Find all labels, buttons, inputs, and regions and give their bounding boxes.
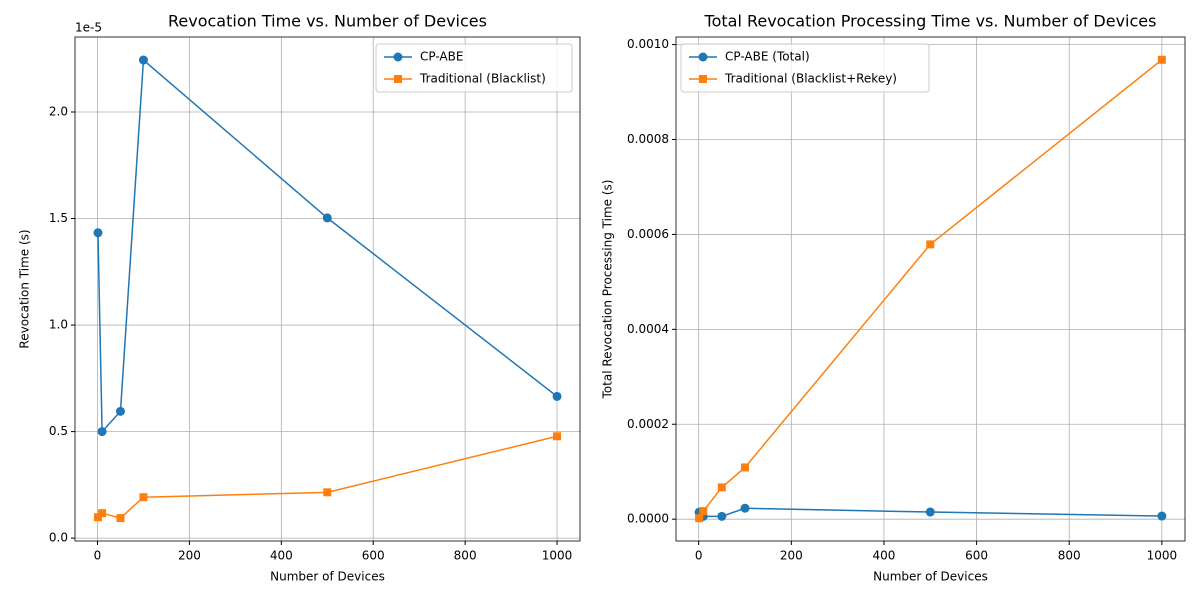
legend-marker [394,75,402,83]
point [115,406,125,416]
x-tick-label: 400 [872,549,895,563]
point [139,493,148,502]
point [322,213,332,223]
legend-marker [699,75,707,83]
x-tick-label: 1000 [1147,549,1178,563]
chart-title: Revocation Time vs. Number of Devices [168,12,487,31]
point [740,503,750,513]
point [98,509,107,518]
plot-frame [74,36,581,542]
point [1157,55,1166,64]
point [93,228,103,238]
legend-marker [698,52,708,62]
point [717,511,727,521]
x-tick-label: 800 [454,549,477,563]
point [925,507,935,517]
legend-label: CP-ABE [420,50,463,64]
point [93,513,102,522]
y-tick-label: 0.0000 [627,512,669,526]
y-tick-label: 1.0 [49,318,68,332]
legend-box [375,43,573,93]
legend-marker [393,52,403,62]
point [97,427,107,437]
chart-title: Total Revocation Processing Time vs. Num… [704,12,1157,31]
point [1157,511,1167,521]
series-line [698,59,1163,519]
x-tick-label: 1000 [542,549,573,563]
point [699,507,708,516]
x-tick-label: 600 [965,549,988,563]
plot-frame [675,36,1186,542]
legend-label: Traditional (Blacklist) [419,72,546,86]
point [926,240,935,249]
y-tick-label: 0.0002 [627,417,669,431]
x-axis-label: Number of Devices [873,570,988,584]
y-axis-label: Total Revocation Processing Time (s) [601,180,615,400]
x-tick-label: 200 [780,549,803,563]
x-tick-label: 600 [362,549,385,563]
x-tick-label: 0 [695,549,703,563]
y-tick-label: 2.0 [49,104,68,118]
y-tick-label: 0.0004 [627,322,669,336]
point [323,488,332,497]
point [116,514,125,523]
legend-box [680,43,930,93]
y-tick-label: 0.5 [49,424,68,438]
x-tick-label: 800 [1058,549,1081,563]
x-tick-label: 400 [270,549,293,563]
x-axis-label: Number of Devices [270,570,385,584]
point [138,55,148,65]
y-tick-label: 0.0010 [627,37,669,51]
legend-label: Traditional (Blacklist+Rekey) [724,72,897,86]
y-tick-label: 0.0008 [627,132,669,146]
point [695,514,704,523]
point [552,391,562,401]
series-line [97,435,558,519]
y-tick-label: 0.0 [49,531,68,545]
series-line [97,58,558,434]
y-tick-label: 0.0006 [627,227,669,241]
legend-label: CP-ABE (Total) [725,50,810,64]
point [553,432,562,441]
x-tick-label: 200 [178,549,201,563]
point [717,483,726,492]
y-tick-label: 1.5 [49,211,68,225]
y-offset-label: 1e-5 [75,21,102,35]
x-tick-label: 0 [94,549,102,563]
point [740,463,749,472]
y-axis-label: Revocation Time (s) [18,229,32,348]
